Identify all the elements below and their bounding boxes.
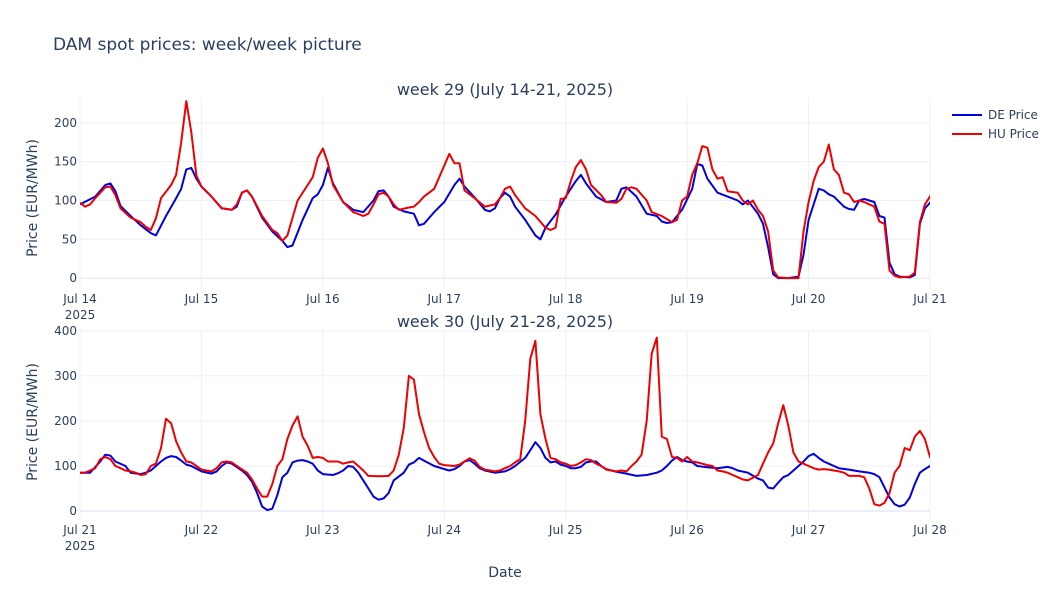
x-tick-label: Jul 18 — [548, 292, 583, 306]
y-axis-title: Price (EUR/MWh) — [25, 363, 41, 481]
legend-item-hu[interactable]: HU Price — [952, 127, 1039, 141]
y-axis-title: Price (EUR/MWh) — [25, 139, 41, 257]
panel-title: week 29 (July 14-21, 2025) — [397, 80, 613, 99]
x-tick-label: Jul 22 — [184, 523, 219, 537]
y-tick-label: 150 — [54, 155, 77, 169]
x-tick-label: Jul 21 — [62, 523, 97, 537]
y-tick-label: 0 — [69, 504, 77, 518]
x-tick-label: Jul 27 — [791, 523, 826, 537]
panel-week-30: week 30 (July 21-28, 2025) Jul 21 2025 Jul… — [25, 312, 976, 553]
x-tick-label: Jul 16 — [305, 292, 340, 306]
legend-item-de[interactable]: DE Price — [952, 108, 1038, 122]
x-tick-label: Jul 25 — [548, 523, 583, 537]
y-tick-label: 50 — [62, 232, 77, 246]
x-tick-year: 2025 — [65, 539, 96, 553]
x-tick-label: Jul 20 — [791, 292, 826, 306]
panel-week-29: week 29 (July 14-21, 2025) Jul 14 2025 Jul… — [25, 80, 976, 322]
x-tick-label: Jul 23 — [305, 523, 340, 537]
y-tick-label: 200 — [54, 414, 77, 428]
y-tick-label: 200 — [54, 116, 77, 130]
x-tick-label: Jul 14 — [62, 292, 97, 306]
x-axis-title: Date — [488, 565, 521, 581]
x-tick-label: Jul 17 — [427, 292, 462, 306]
x-tick-label: Jul 24 — [427, 523, 462, 537]
y-tick-label: 0 — [69, 271, 77, 285]
x-tick-label: Jul 15 — [184, 292, 219, 306]
legend-label-hu: HU Price — [988, 127, 1039, 141]
figure-title: DAM spot prices: week/week picture — [53, 35, 362, 55]
y-tick-label: 400 — [54, 324, 77, 338]
y-tick-label: 100 — [54, 459, 77, 473]
x-tick-label: Jul 28 — [912, 523, 947, 537]
x-tick-label: Jul 19 — [669, 292, 704, 306]
y-tick-label: 100 — [54, 193, 77, 207]
legend[interactable]: DE Price HU Price — [952, 108, 1039, 141]
y-tick-label: 300 — [54, 369, 77, 383]
x-tick-label: Jul 21 — [912, 292, 947, 306]
series-line-de-price[interactable] — [80, 441, 976, 512]
series-line-hu-price[interactable] — [80, 336, 950, 507]
x-tick-label: Jul 26 — [669, 523, 704, 537]
series-line-hu-price[interactable] — [80, 100, 976, 280]
panel-title: week 30 (July 21-28, 2025) — [397, 312, 613, 331]
x-tick-year: 2025 — [65, 308, 96, 322]
legend-label-de: DE Price — [988, 108, 1038, 122]
